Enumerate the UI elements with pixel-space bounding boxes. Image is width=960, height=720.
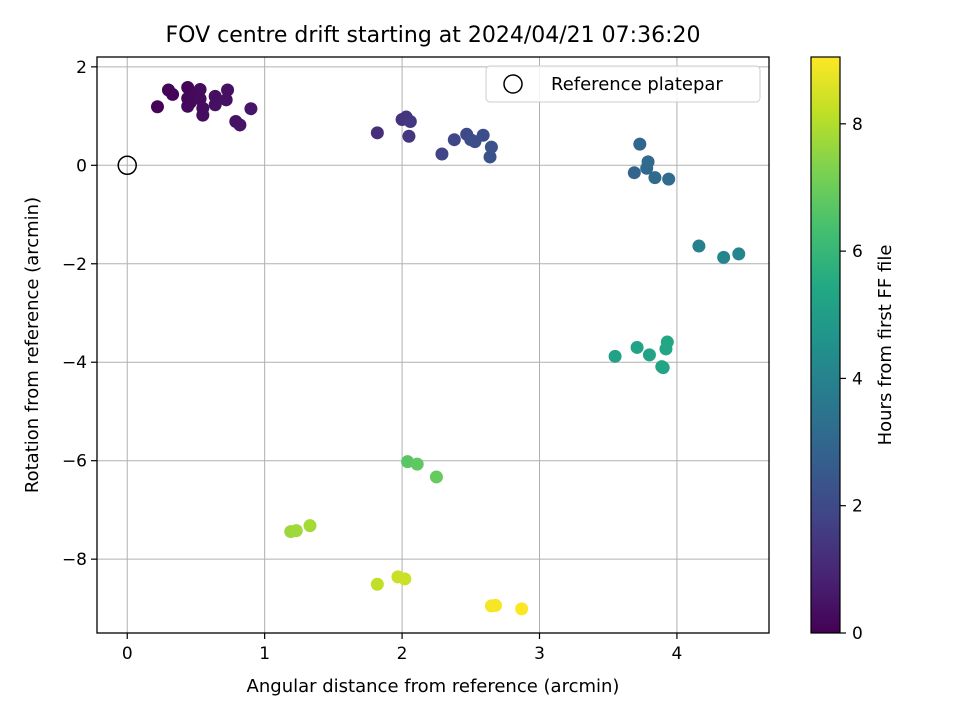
colorbar-gradient [810, 56, 841, 634]
x-tick-label: 3 [534, 644, 545, 664]
scatter-point [515, 602, 529, 616]
colorbar-tick-label: 0 [852, 624, 863, 644]
scatter-point [732, 247, 746, 261]
scatter-point [233, 118, 247, 132]
scatter-point [193, 82, 207, 96]
scatter-point [692, 239, 706, 253]
scatter-point [489, 598, 503, 612]
y-axis-ticks: 2 0 −2 −4 −6 −8 [62, 58, 97, 570]
scatter-point [608, 349, 622, 363]
scatter-point [662, 172, 676, 186]
y-tick-label: 2 [76, 58, 87, 78]
colorbar: 0 2 4 6 8 Hours from first FF file [810, 56, 896, 644]
x-axis-ticks: 0 1 2 3 4 [122, 633, 683, 664]
x-axis-label: Angular distance from reference (arcmin) [247, 676, 620, 697]
scatter-point [410, 457, 424, 471]
legend-marker [503, 74, 523, 94]
colorbar-tick-label: 6 [852, 242, 863, 262]
grid-lines [97, 57, 769, 633]
y-tick-label: −8 [62, 550, 87, 570]
scatter-point [641, 155, 655, 169]
y-tick-label: 0 [76, 156, 87, 176]
scatter-point [244, 102, 258, 116]
scatter-point [208, 98, 222, 112]
scatter-point [402, 129, 416, 143]
plot-frame [96, 56, 770, 634]
scatter-point [633, 137, 647, 151]
colorbar-tick-label: 2 [852, 497, 863, 517]
scatter-point [476, 128, 490, 142]
chart-title: FOV centre drift starting at 2024/04/21 … [166, 23, 701, 48]
scatter-point [483, 150, 497, 164]
colorbar-tick-label: 8 [852, 115, 863, 135]
scatter-point [221, 83, 235, 97]
scatter-point [196, 108, 210, 122]
x-tick-label: 2 [397, 644, 408, 664]
legend-box [485, 65, 761, 103]
legend: Reference platepar [485, 65, 761, 103]
x-tick-label: 0 [122, 644, 133, 664]
scatter-point [717, 250, 731, 264]
scatter-point [660, 335, 674, 349]
scatter-point [219, 93, 233, 107]
reference-point-marker [117, 155, 137, 176]
scatter-point [656, 361, 670, 375]
scatter-point [484, 140, 498, 154]
x-tick-label: 1 [259, 644, 270, 664]
scatter-point [166, 87, 180, 101]
scatter-point [642, 348, 656, 362]
y-axis-label: Rotation from reference (arcmin) [22, 197, 43, 493]
y-tick-label: −6 [62, 452, 87, 472]
data-points [150, 81, 746, 616]
scatter-point [150, 100, 164, 114]
colorbar-label: Hours from first FF file [875, 245, 896, 446]
scatter-point [370, 577, 384, 591]
scatter-point [627, 166, 641, 180]
legend-label: Reference platepar [551, 74, 723, 95]
scatter-point [435, 147, 449, 161]
y-tick-label: −2 [62, 255, 87, 275]
y-tick-label: −4 [62, 353, 87, 373]
scatter-point [289, 524, 303, 538]
scatter-point [447, 133, 461, 147]
scatter-point [429, 470, 443, 484]
scatter-point [403, 114, 417, 128]
scatter-point [648, 171, 662, 185]
scatter-point [630, 340, 644, 354]
colorbar-tick-label: 4 [852, 369, 863, 389]
colorbar-ticks: 0 2 4 6 8 [840, 115, 863, 644]
scatter-point [303, 519, 317, 533]
x-tick-label: 4 [672, 644, 683, 664]
scatter-point [370, 126, 384, 140]
scatter-point [398, 572, 412, 586]
